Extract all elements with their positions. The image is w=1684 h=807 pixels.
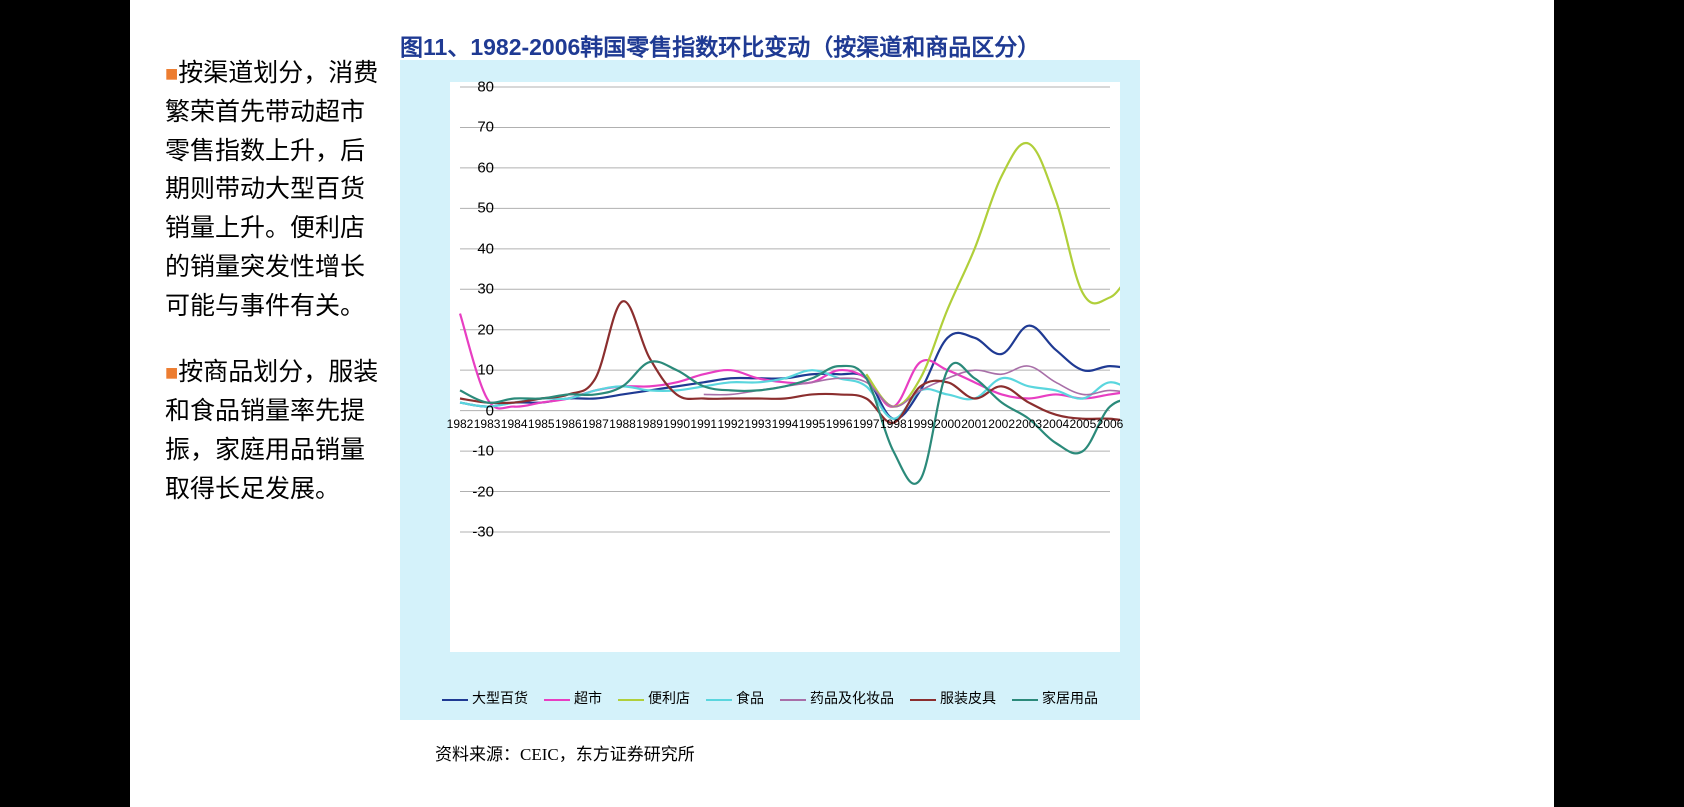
legend-swatch — [442, 699, 468, 701]
x-tick-label: 1986 — [555, 417, 582, 431]
para1-text: 按渠道划分，消费繁荣首先带动超市零售指数上升，后期则带动大型百货销量上升。便利店… — [165, 60, 378, 320]
x-tick-label: 2005 — [1070, 417, 1097, 431]
y-tick-label: 70 — [454, 119, 494, 136]
legend-label: 便利店 — [648, 692, 690, 707]
legend-swatch — [780, 699, 806, 701]
legend-label: 超市 — [574, 692, 602, 707]
x-tick-label: 1994 — [772, 417, 799, 431]
y-tick-label: 10 — [454, 362, 494, 379]
x-tick-label: 1984 — [501, 417, 528, 431]
chart-plot-area: -30-20-100102030405060708019821983198419… — [450, 82, 1120, 652]
legend-item: 大型百货 — [442, 688, 528, 708]
legend-swatch — [544, 699, 570, 701]
x-tick-label: 2004 — [1042, 417, 1069, 431]
square-bullet-icon: ■ — [165, 61, 178, 86]
x-tick-label: 1995 — [799, 417, 826, 431]
y-tick-label: -10 — [454, 443, 494, 460]
series-line — [460, 314, 1120, 409]
y-tick-label: 60 — [454, 159, 494, 176]
y-tick-label: 30 — [454, 281, 494, 298]
source-label: 资料来源： — [435, 745, 520, 764]
series-line — [460, 326, 1120, 419]
y-tick-label: 50 — [454, 200, 494, 217]
x-tick-label: 2006 — [1097, 417, 1124, 431]
series-line — [460, 370, 1120, 419]
legend-swatch — [618, 699, 644, 701]
x-tick-label: 1983 — [474, 417, 501, 431]
source-text: CEIC，东方证券研究所 — [520, 745, 695, 764]
legend-swatch — [910, 699, 936, 701]
page-root: ■按渠道划分，消费繁荣首先带动超市零售指数上升，后期则带动大型百货销量上升。便利… — [0, 0, 1684, 807]
legend-item: 药品及化妆品 — [780, 688, 894, 708]
x-tick-label: 1987 — [582, 417, 609, 431]
letterbox-left — [0, 0, 130, 807]
x-tick-label: 1982 — [447, 417, 474, 431]
legend-label: 药品及化妆品 — [810, 692, 894, 707]
legend-item: 超市 — [544, 688, 602, 708]
y-tick-label: 40 — [454, 240, 494, 257]
x-tick-label: 1989 — [636, 417, 663, 431]
chart-legend: 大型百货 超市 便利店 食品 药品及化妆品 服装皮具 家居用品 — [400, 688, 1140, 708]
legend-label: 服装皮具 — [940, 692, 996, 707]
legend-item: 便利店 — [618, 688, 690, 708]
commentary-para-2: ■按商品划分，服装和食品销量率先提振，家庭用品销量取得长足发展。 — [165, 354, 380, 509]
source-line: 资料来源：CEIC，东方证券研究所 — [435, 740, 695, 765]
commentary-para-1: ■按渠道划分，消费繁荣首先带动超市零售指数上升，后期则带动大型百货销量上升。便利… — [165, 55, 380, 326]
square-bullet-icon: ■ — [165, 360, 178, 385]
x-tick-label: 1996 — [826, 417, 853, 431]
x-tick-label: 2001 — [961, 417, 988, 431]
legend-swatch — [1012, 699, 1038, 701]
x-tick-label: 1990 — [663, 417, 690, 431]
x-tick-label: 1991 — [690, 417, 717, 431]
legend-label: 大型百货 — [472, 692, 528, 707]
x-tick-label: 1988 — [609, 417, 636, 431]
legend-item: 家居用品 — [1012, 688, 1098, 708]
series-line — [460, 301, 1120, 423]
para2-text: 按商品划分，服装和食品销量率先提振，家庭用品销量取得长足发展。 — [165, 359, 378, 502]
y-tick-label: -20 — [454, 483, 494, 500]
x-tick-label: 2002 — [988, 417, 1015, 431]
legend-label: 食品 — [736, 692, 764, 707]
chart-container: -30-20-100102030405060708019821983198419… — [400, 60, 1140, 720]
series-line — [866, 143, 1120, 407]
x-tick-label: 1993 — [745, 417, 772, 431]
x-tick-label: 1998 — [880, 417, 907, 431]
legend-item: 食品 — [706, 688, 764, 708]
legend-label: 家居用品 — [1042, 692, 1098, 707]
x-tick-label: 2003 — [1015, 417, 1042, 431]
chart-title: 图11、1982-2006韩国零售指数环比变动（按渠道和商品区分） — [400, 28, 1040, 62]
x-tick-label: 1985 — [528, 417, 555, 431]
x-tick-label: 1992 — [717, 417, 744, 431]
left-commentary: ■按渠道划分，消费繁荣首先带动超市零售指数上升，后期则带动大型百货销量上升。便利… — [165, 55, 380, 537]
y-tick-label: 80 — [454, 79, 494, 96]
x-tick-label: 1999 — [907, 417, 934, 431]
legend-swatch — [706, 699, 732, 701]
y-tick-label: -30 — [454, 524, 494, 541]
letterbox-right — [1554, 0, 1684, 807]
y-tick-label: 20 — [454, 321, 494, 338]
slide-content: ■按渠道划分，消费繁荣首先带动超市零售指数上升，后期则带动大型百货销量上升。便利… — [130, 0, 1554, 807]
x-tick-label: 2000 — [934, 417, 961, 431]
x-tick-label: 1997 — [853, 417, 880, 431]
legend-item: 服装皮具 — [910, 688, 996, 708]
